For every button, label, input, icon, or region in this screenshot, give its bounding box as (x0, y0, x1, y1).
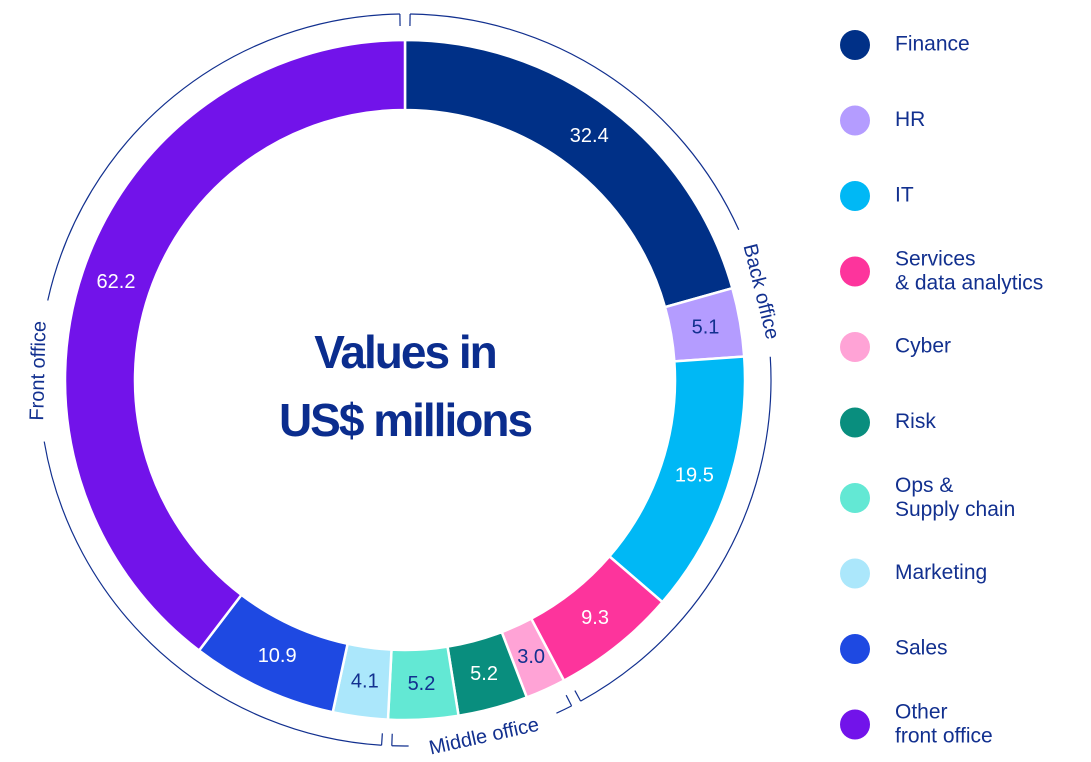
group-bracket-end (380, 733, 383, 746)
value-label: 19.5 (675, 465, 714, 487)
value-label: 3.0 (517, 646, 545, 668)
center-title: US$ millions (279, 394, 531, 446)
legend-swatch (840, 483, 870, 513)
legend-label: IT (895, 184, 914, 207)
value-label: 5.2 (408, 673, 436, 695)
legend-swatch (840, 181, 870, 211)
group-bracket (580, 356, 772, 702)
group-label: Middle office (427, 714, 541, 760)
group-bracket-end (574, 690, 582, 702)
legend-label: Other front office (895, 700, 993, 747)
legend-label: Cyber (895, 335, 951, 358)
legend-label: Risk (895, 410, 936, 433)
group-bracket (556, 705, 572, 714)
legend-swatch (840, 634, 870, 664)
legend-swatch (840, 407, 870, 438)
center-title: Values in (314, 326, 495, 378)
legend-swatch (840, 558, 870, 589)
legend-label: Services & data analytics (895, 247, 1043, 294)
group-brackets: Back office Middle office Front office (26, 13, 784, 760)
value-label: 5.2 (470, 663, 498, 685)
legend-swatch (840, 105, 870, 136)
legend-swatch (840, 709, 870, 740)
donut-segment (63, 38, 407, 653)
value-label: 4.1 (351, 671, 379, 693)
value-label: 10.9 (258, 645, 297, 667)
group-bracket (410, 13, 740, 231)
legend-label: Ops & Supply chain (895, 473, 1015, 520)
legend-label: Finance (895, 33, 970, 56)
group-bracket (43, 441, 382, 746)
group-bracket-end (565, 694, 573, 707)
legend-swatch (840, 256, 870, 287)
value-label: 32.4 (570, 125, 609, 147)
legend-swatch (840, 30, 870, 60)
group-label: Back office (739, 242, 784, 342)
legend-label: Sales (895, 637, 948, 660)
group-bracket (47, 13, 400, 301)
donut-segment (403, 38, 734, 309)
value-label: 62.2 (97, 271, 136, 293)
donut: 32.4 5.1 19.5 9.3 3.0 5.2 5.2 4.1 10.9 62.2 (63, 38, 747, 722)
legend-swatch (840, 332, 870, 362)
legend-label: HR (895, 108, 925, 131)
legend-label: Marketing (895, 561, 987, 584)
group-label: Front office (26, 321, 50, 421)
legend: Finance HR IT Services & data analytics Cyber… (840, 30, 1043, 747)
value-label: 5.1 (692, 316, 720, 338)
value-label: 9.3 (581, 607, 609, 629)
